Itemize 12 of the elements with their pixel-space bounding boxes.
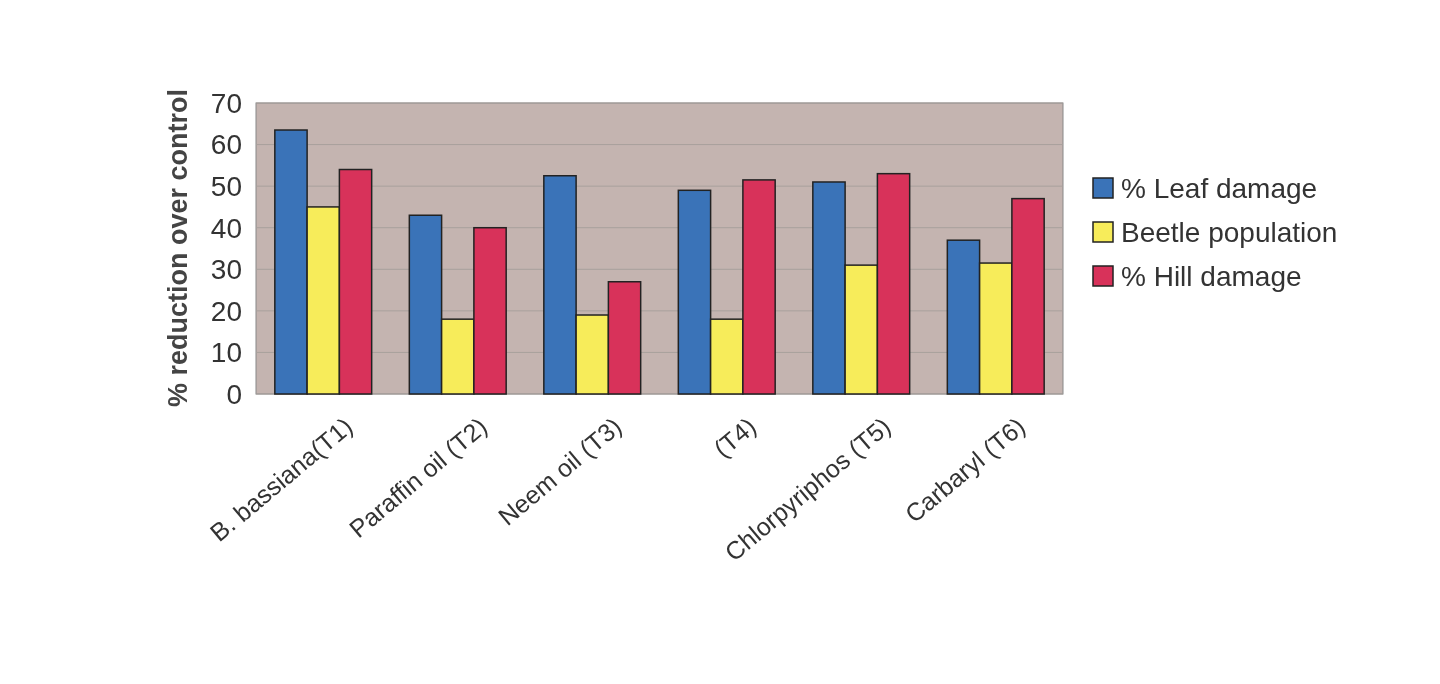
legend-label: % Leaf damage [1121,172,1318,204]
y-axis-title: % reduction over control [163,88,194,408]
y-tick-label: 0 [226,378,242,410]
y-tick-label: 40 [210,212,242,244]
y-tick-label: 60 [210,129,242,161]
y-tick-label: 50 [210,170,242,202]
legend-label: Beetle population [1121,216,1338,248]
legend-label: % Hill damage [1121,260,1302,292]
y-tick-label: 70 [210,87,242,119]
y-tick-label: 10 [210,337,242,369]
y-tick-label: 20 [210,295,242,327]
y-tick-label: 30 [210,254,242,286]
